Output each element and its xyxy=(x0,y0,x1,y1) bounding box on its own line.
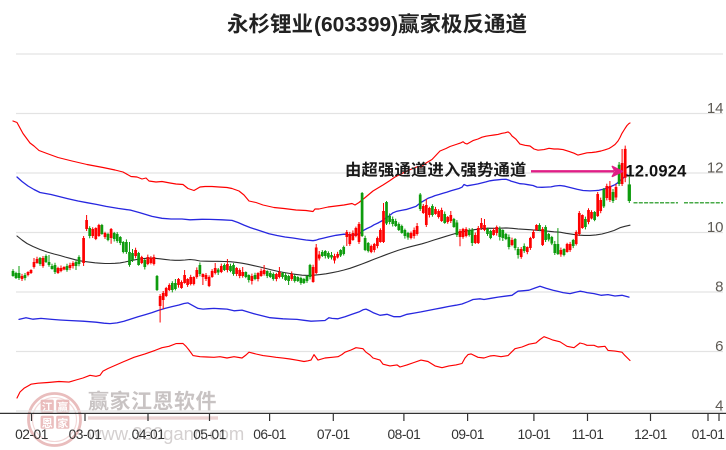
svg-text:04-01: 04-01 xyxy=(132,427,165,442)
svg-text:www.360gann.com: www.360gann.com xyxy=(87,423,244,444)
svg-text:8: 8 xyxy=(715,278,723,295)
svg-text:6: 6 xyxy=(715,338,723,355)
svg-text:08-01: 08-01 xyxy=(388,427,421,442)
svg-text:06-01: 06-01 xyxy=(253,427,286,442)
svg-text:01-01: 01-01 xyxy=(692,427,725,442)
svg-text:07-01: 07-01 xyxy=(317,427,350,442)
svg-text:12-01: 12-01 xyxy=(634,427,667,442)
svg-text:12.0924: 12.0924 xyxy=(626,163,688,181)
svg-text:09-01: 09-01 xyxy=(451,427,484,442)
svg-text:14: 14 xyxy=(707,100,724,117)
svg-text:03-01: 03-01 xyxy=(69,427,102,442)
svg-text:10: 10 xyxy=(707,219,724,236)
svg-text:4: 4 xyxy=(715,397,723,414)
svg-text:(603399): (603399) xyxy=(314,14,398,37)
svg-text:05-01: 05-01 xyxy=(193,427,226,442)
svg-text:11-01: 11-01 xyxy=(572,427,604,442)
svg-text:10-01: 10-01 xyxy=(518,427,551,442)
svg-text:12: 12 xyxy=(707,159,724,176)
svg-text:02-01: 02-01 xyxy=(15,427,48,442)
